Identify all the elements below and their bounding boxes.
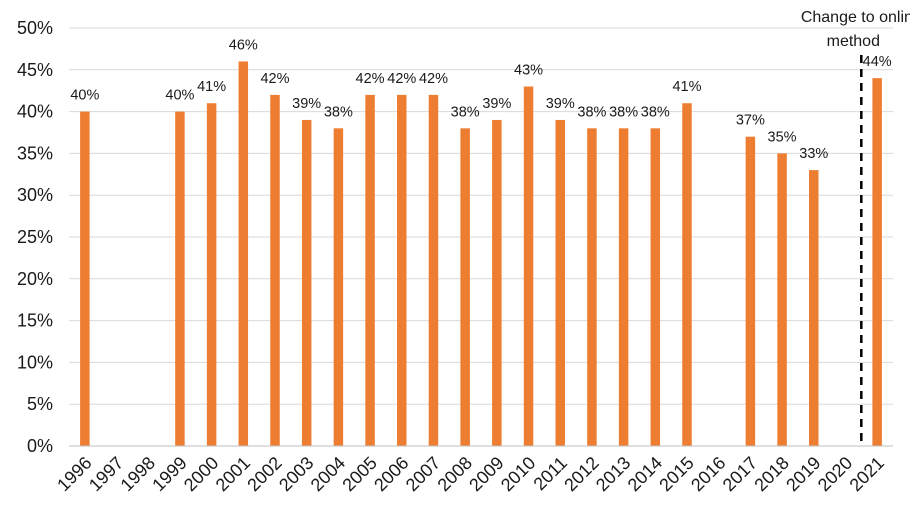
- y-tick-label: 5%: [27, 394, 53, 414]
- x-tick-label: 2017: [719, 453, 761, 495]
- data-label-2003: 39%: [292, 96, 321, 112]
- y-tick-label: 10%: [17, 352, 53, 372]
- bar-2001: [238, 61, 249, 446]
- bar-2003: [301, 119, 312, 447]
- x-tick-label: 2003: [275, 453, 317, 495]
- bar-2002: [270, 94, 280, 446]
- bar-2018: [777, 153, 787, 446]
- y-tick-label: 45%: [17, 60, 53, 80]
- y-tick-label: 35%: [17, 143, 53, 163]
- data-label-2012: 38%: [577, 104, 606, 120]
- data-label-2005: 42%: [356, 71, 385, 87]
- data-label-1996: 40%: [70, 88, 99, 104]
- y-tick-label: 40%: [17, 102, 53, 122]
- gridlines: [69, 27, 893, 405]
- y-tick-label: 25%: [17, 227, 53, 247]
- x-tick-label: 2005: [338, 453, 380, 495]
- data-label-2004: 38%: [324, 104, 353, 120]
- data-label-2007: 42%: [419, 71, 448, 87]
- data-label-2008: 38%: [451, 104, 480, 120]
- data-label-2001: 46%: [229, 37, 258, 53]
- y-tick-label: 0%: [27, 436, 53, 456]
- x-tick-label: 2018: [750, 453, 792, 495]
- x-tick-label: 1998: [117, 453, 159, 495]
- bar-2011: [555, 119, 565, 447]
- x-tick-label: 2007: [402, 453, 444, 495]
- x-tick-label: 2016: [687, 453, 729, 495]
- data-label-2019: 33%: [799, 146, 828, 162]
- x-tick-label: 2015: [655, 453, 697, 495]
- bar-2013: [618, 128, 629, 446]
- x-tick-label: 2001: [212, 453, 254, 495]
- x-tick-label: 2004: [307, 453, 349, 495]
- annotation-line-2: method: [827, 33, 880, 50]
- x-tick-label: 2021: [846, 453, 888, 495]
- x-tick-label: 1997: [85, 453, 127, 495]
- bar-1996: [80, 111, 90, 446]
- y-tick-label: 50%: [17, 18, 53, 38]
- bar-2009: [492, 119, 502, 447]
- bar-1999: [175, 111, 185, 446]
- x-tick-label: 2019: [782, 453, 824, 495]
- x-tick-label: 2006: [370, 453, 412, 495]
- bar-2007: [428, 94, 439, 446]
- bar-2008: [460, 128, 470, 446]
- data-label-2018: 35%: [768, 129, 797, 145]
- annotation-line-1: Change to online: [801, 9, 910, 26]
- x-tick-label: 2009: [465, 453, 507, 495]
- y-tick-label: 30%: [17, 185, 53, 205]
- x-tick-label: 2013: [592, 453, 634, 495]
- data-label-2014: 38%: [641, 104, 670, 120]
- data-label-2011: 39%: [546, 96, 575, 112]
- bar-2000: [206, 103, 217, 447]
- data-labels: 40% 40%41%46%42%39%38%42% 42% 42%38%39%43%3…: [70, 37, 891, 162]
- x-tick-label: 2002: [243, 453, 285, 495]
- bar-2019: [809, 170, 819, 446]
- bars: [80, 61, 882, 447]
- bar-2017: [745, 136, 756, 446]
- x-tick-label: 1996: [53, 453, 95, 495]
- bar-2004: [333, 128, 344, 446]
- data-label-2002: 42%: [260, 71, 289, 87]
- data-label-2013: 38%: [609, 104, 638, 120]
- data-label-2009: 39%: [482, 96, 511, 112]
- y-axis: 0% 5% 10% 15% 20% 25% 30% 35% 40% 45% 50%: [17, 18, 53, 456]
- x-tick-label: 2012: [560, 453, 602, 495]
- x-tick-label: 2020: [814, 453, 856, 495]
- bar-2012: [587, 128, 597, 446]
- data-label-2006: 42%: [387, 71, 416, 87]
- bar-2021: [872, 78, 882, 446]
- data-label-2017: 37%: [736, 113, 765, 129]
- method-change-annotation: Change to online method: [801, 9, 910, 446]
- x-tick-label: 1999: [148, 453, 190, 495]
- x-tick-label: 2000: [180, 453, 222, 495]
- x-tick-label: 2011: [530, 453, 572, 495]
- data-label-2010: 43%: [514, 63, 543, 79]
- y-tick-label: 15%: [17, 311, 53, 331]
- x-tick-label: 2008: [434, 453, 476, 495]
- data-label-2021: 44%: [863, 54, 892, 70]
- bar-2006: [397, 94, 407, 446]
- data-label-1999: 40%: [165, 88, 194, 104]
- bar-2014: [650, 128, 661, 446]
- bar-2010: [523, 86, 534, 447]
- x-tick-label: 2010: [497, 453, 539, 495]
- y-tick-label: 20%: [17, 269, 53, 289]
- x-axis: 1996199719981999200020012002200320042005…: [53, 445, 893, 495]
- data-label-2000: 41%: [197, 79, 226, 95]
- x-tick-label: 2014: [624, 453, 666, 495]
- bar-2015: [682, 103, 692, 447]
- bar-2005: [365, 94, 375, 446]
- data-label-2015: 41%: [672, 79, 701, 95]
